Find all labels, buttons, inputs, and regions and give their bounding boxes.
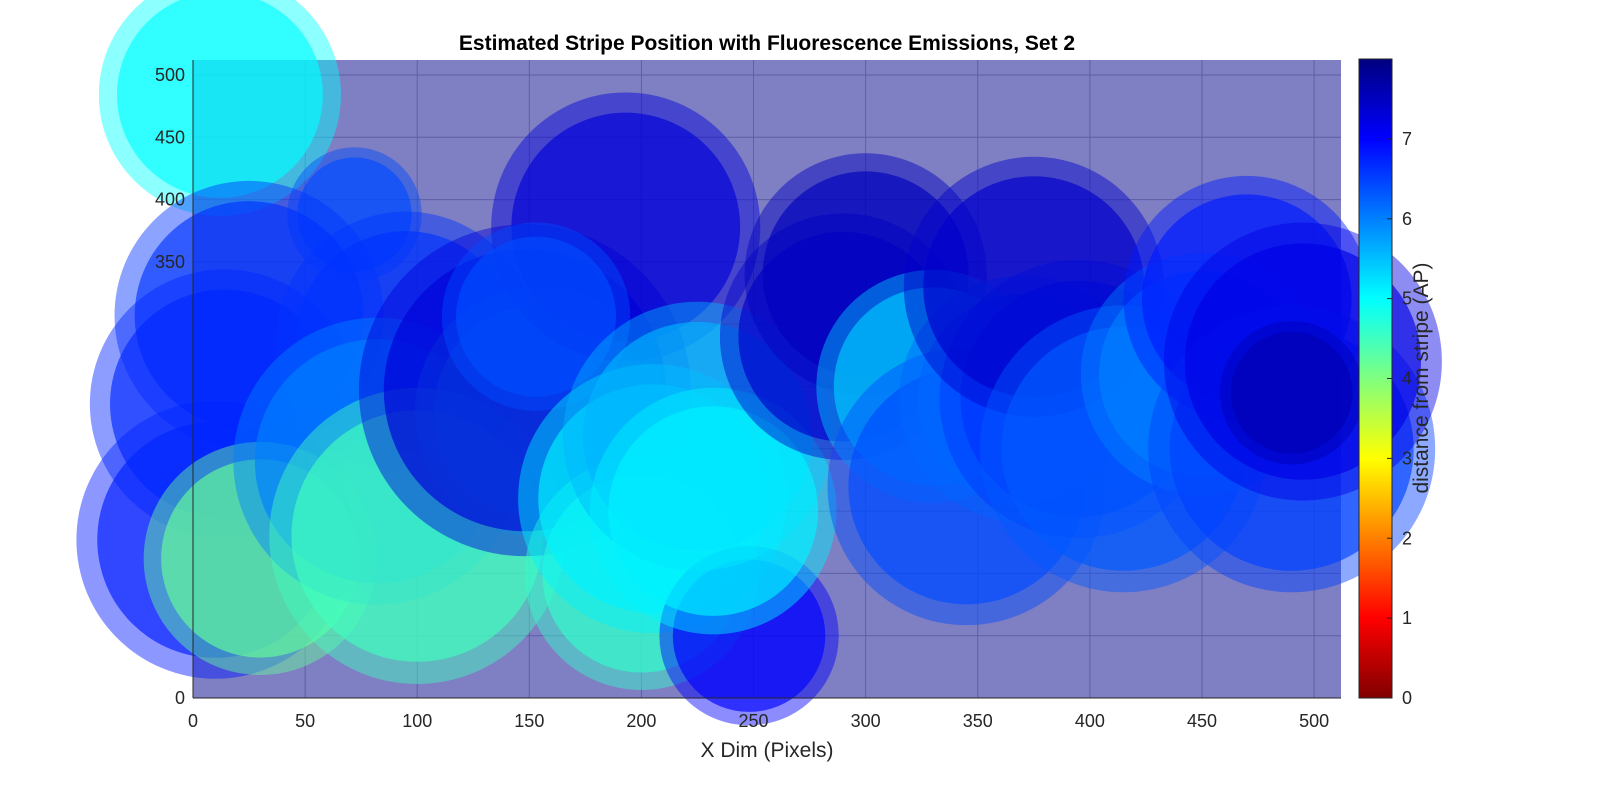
x-tick-label: 300	[851, 711, 881, 731]
colorbar-title: distance from stripe (AP)	[1410, 262, 1433, 493]
y-tick-label: 500	[155, 65, 185, 85]
x-tick-label: 150	[514, 711, 544, 731]
y-tick-label: 0	[175, 688, 185, 708]
y-tick-label: 400	[155, 190, 185, 210]
x-tick-label: 450	[1187, 711, 1217, 731]
data-bubble	[456, 236, 617, 397]
colorbar-tick-label: 7	[1402, 129, 1412, 149]
x-axis-title: X Dim (Pixels)	[700, 739, 833, 762]
colorbar-tick-label: 1	[1402, 608, 1412, 628]
colorbar-scale	[1358, 58, 1393, 699]
colorbar-tick-label: 4	[1402, 369, 1412, 389]
x-tick-label: 250	[739, 711, 769, 731]
y-tick-label: 350	[155, 252, 185, 272]
x-tick-label: 350	[963, 711, 993, 731]
x-tick-label: 500	[1299, 711, 1329, 731]
colorbar-tick-label: 3	[1402, 448, 1412, 468]
colorbar-tick-label: 6	[1402, 209, 1412, 229]
colorbar-tick-label: 5	[1402, 289, 1412, 309]
y-tick-label: 450	[155, 127, 185, 147]
x-tick-label: 0	[188, 711, 198, 731]
x-tick-label: 400	[1075, 711, 1105, 731]
x-tick-label: 200	[626, 711, 656, 731]
data-bubble	[608, 406, 819, 616]
data-bubble	[1230, 331, 1353, 454]
x-tick-label: 100	[402, 711, 432, 731]
x-tick-label: 50	[295, 711, 315, 731]
data-bubble	[117, 0, 323, 198]
colorbar: 0 1 2 3 4 5 6 7	[1358, 58, 1412, 708]
colorbar-tick-label: 0	[1402, 688, 1412, 708]
colorbar-tick-label: 2	[1402, 528, 1412, 548]
chart-title: Estimated Stripe Position with Fluoresce…	[459, 32, 1075, 55]
axes: 0 50 100 150 200 250 300 350 400 450 500 0 350 400 450…	[155, 60, 1341, 731]
